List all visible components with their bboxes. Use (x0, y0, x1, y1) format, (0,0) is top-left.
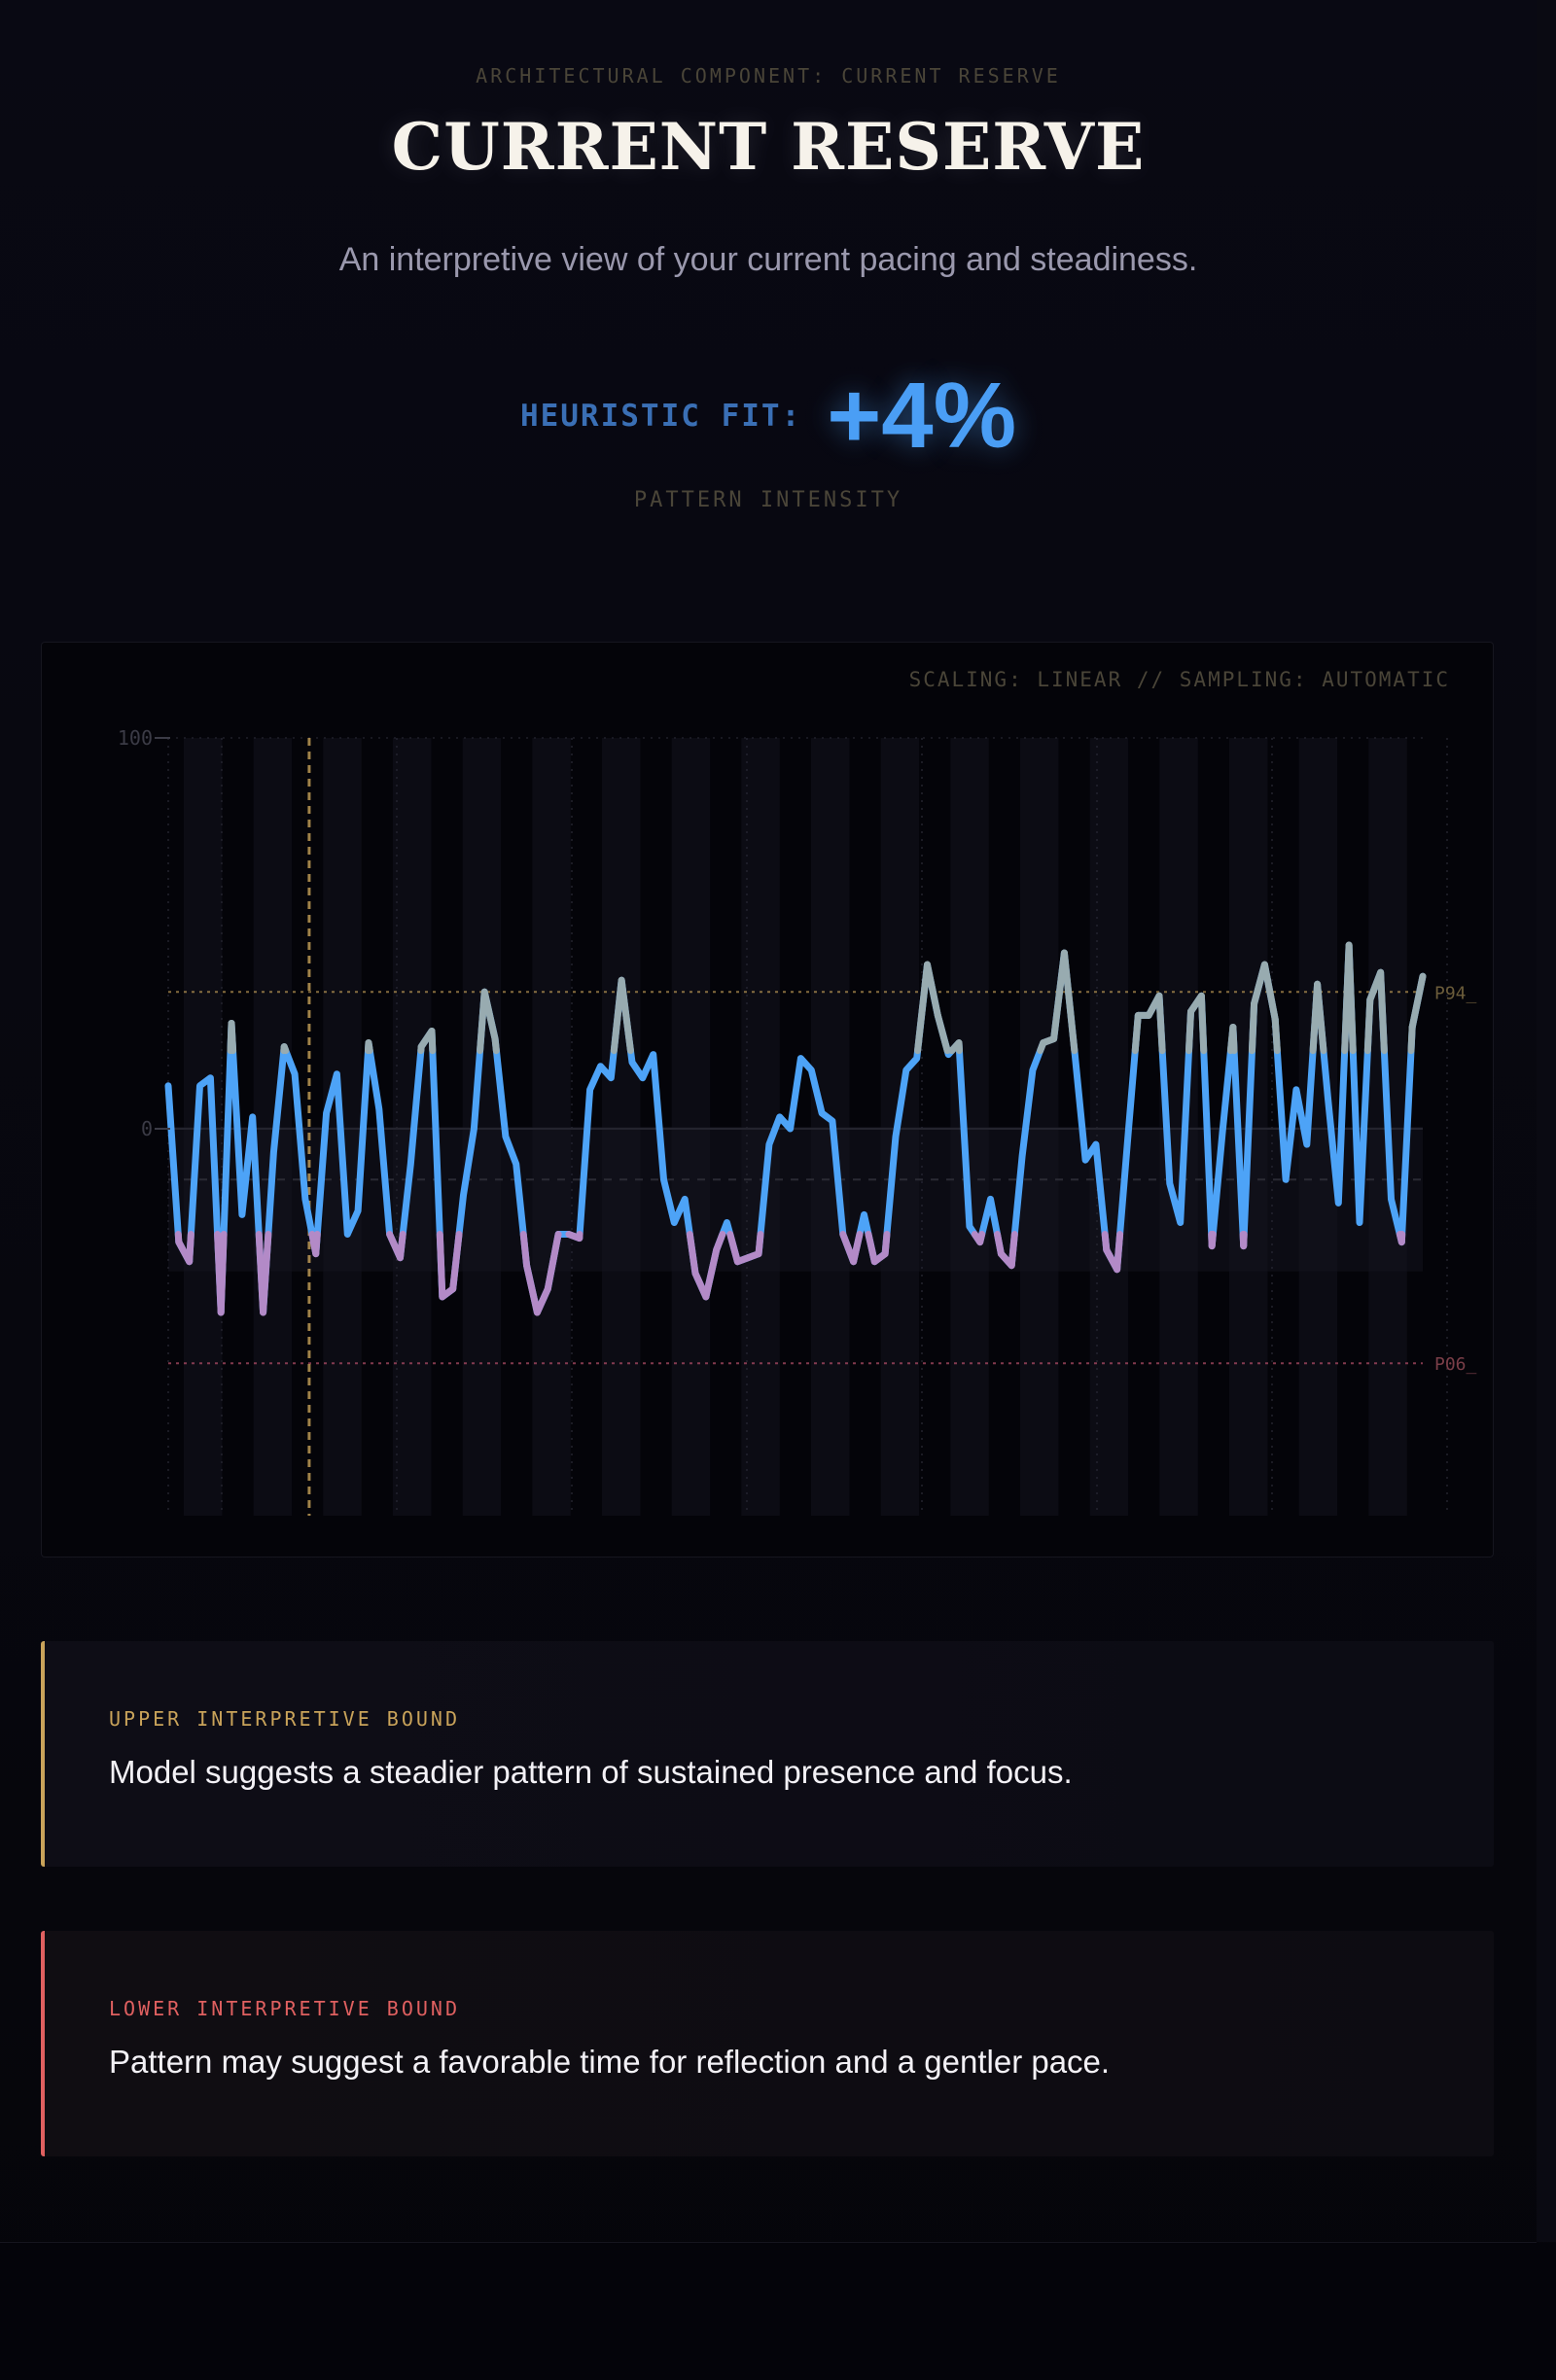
series-high-segment (1271, 1015, 1281, 1055)
series-low-segment (755, 1231, 764, 1258)
series-high-segment (1248, 999, 1258, 1055)
series-low-segment (726, 1231, 741, 1266)
series-low-segment (881, 1231, 891, 1258)
y-tick-label: 0 (141, 1117, 153, 1140)
y-tick-label: 100 (118, 726, 153, 750)
series-low-segment (523, 1262, 541, 1316)
series-low-segment (436, 1231, 446, 1301)
series-high-segment (480, 988, 499, 1043)
series-low-segment (1114, 1231, 1124, 1274)
lower-bound-label: LOWER INTERPRETIVE BOUND (109, 1997, 460, 2020)
series-high-segment (491, 1035, 500, 1055)
series-high-segment (1229, 1023, 1238, 1055)
upper-bound-text: Model suggests a steadier pattern of sus… (109, 1754, 1073, 1790)
series-high-segment (1407, 1023, 1416, 1055)
page-right-edge (1537, 0, 1556, 2242)
component-eyebrow: ARCHITECTURAL COMPONENT: CURRENT RESERVE (476, 64, 1061, 88)
series-low-segment (186, 1231, 194, 1266)
series-low-segment (713, 1231, 726, 1254)
series-high-segment (280, 1043, 290, 1055)
pattern-intensity-caption: PATTERN INTENSITY (633, 488, 903, 512)
series-high-segment (1060, 949, 1079, 1055)
series-low-segment (1240, 1231, 1248, 1250)
series-high-segment (1377, 968, 1388, 1055)
series-high-segment (365, 1039, 373, 1055)
series-high-segment (618, 976, 634, 1055)
lower-bound-card: LOWER INTERPRETIVE BOUND Pattern may sug… (41, 1931, 1494, 2156)
series-high-segment (924, 961, 941, 1019)
series-high-segment (1197, 992, 1208, 1055)
series-high-segment (934, 1011, 951, 1055)
footer (0, 2243, 1556, 2380)
series-low-segment (976, 1231, 986, 1246)
page-title: CURRENT RESERVE (391, 109, 1146, 185)
series-low-segment (519, 1231, 531, 1270)
series-low-segment (449, 1231, 463, 1293)
series-high-segment (1155, 992, 1166, 1055)
series-high-segment (1260, 961, 1279, 1023)
heuristic-fit-row: HEURISTIC FIT: +4% (0, 368, 1537, 465)
series-low-segment (850, 1231, 864, 1266)
series-high-segment (1363, 996, 1374, 1055)
series-low-segment (533, 1285, 551, 1316)
series-high-segment (914, 961, 932, 1055)
footer-divider (0, 2242, 1537, 2243)
lower-bound-text: Pattern may suggest a favorable time for… (109, 2044, 1111, 2080)
series-low-segment (312, 1231, 321, 1258)
series-high-segment (1345, 941, 1357, 1055)
lower-reference-label: P06_ (1434, 1354, 1477, 1375)
series-low-segment (217, 1231, 228, 1316)
page-subtitle: An interpretive view of your current pac… (338, 241, 1198, 278)
series-high-segment (1185, 1007, 1195, 1055)
series-high-segment (428, 1028, 437, 1055)
series-high-segment (1131, 1011, 1142, 1055)
reserve-line-chart: P94_ P06_ 100 0 (118, 726, 1477, 1516)
upper-bound-label: UPPER INTERPRETIVE BOUND (109, 1707, 460, 1731)
series-high-segment (1408, 972, 1427, 1031)
series-low-segment (686, 1231, 699, 1278)
series-high-segment (228, 1019, 237, 1055)
series-low-segment (1008, 1231, 1018, 1270)
chart-card: P94_ P06_ 100 0 SCALING: LINEAR // SAMPLIN… (41, 642, 1494, 1558)
heuristic-fit-value: +4% (827, 364, 1017, 468)
series-line (164, 941, 1427, 1316)
series-low-segment (396, 1231, 407, 1262)
series-low-segment (1208, 1231, 1217, 1250)
series-high-segment (1314, 980, 1327, 1055)
series-low-segment (865, 1231, 878, 1266)
upper-reference-label: P94_ (1434, 983, 1477, 1003)
heuristic-fit-label: HEURISTIC FIT: (519, 399, 802, 434)
chart-scaling-meta: SCALING: LINEAR // SAMPLING: AUTOMATIC (908, 668, 1450, 691)
series-low-segment (544, 1231, 562, 1293)
upper-bound-card: UPPER INTERPRETIVE BOUND Model suggests … (41, 1641, 1494, 1867)
series-low-segment (702, 1246, 721, 1301)
series-low-segment (260, 1231, 272, 1316)
